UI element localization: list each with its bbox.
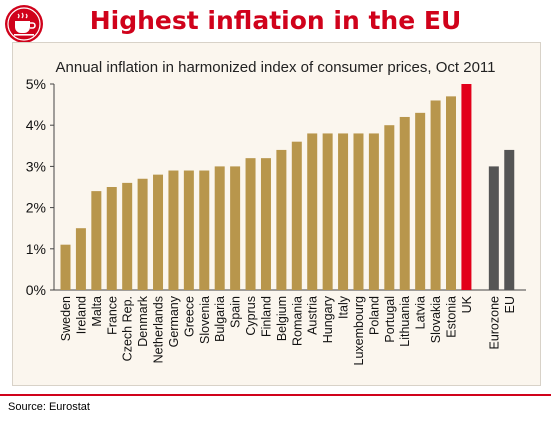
x-tick-label: Latvia bbox=[414, 296, 428, 329]
bar-bulgaria bbox=[214, 166, 225, 290]
x-tick-label: Luxembourg bbox=[352, 296, 366, 366]
bar-romania bbox=[291, 141, 302, 290]
bar-sweden bbox=[60, 244, 71, 290]
x-tick-label: Malta bbox=[90, 296, 104, 327]
x-tick-label: Portugal bbox=[383, 296, 397, 343]
y-tick-label: 0% bbox=[26, 282, 46, 298]
bar-spain bbox=[230, 166, 241, 290]
x-tick-label: Ireland bbox=[74, 296, 88, 334]
x-tick-label: Germany bbox=[167, 295, 181, 347]
x-tick-label: Hungary bbox=[321, 295, 335, 343]
page-title: Highest inflation in the EU bbox=[89, 6, 462, 35]
x-tick-label: Italy bbox=[337, 295, 351, 319]
x-tick-label: Greece bbox=[182, 296, 196, 337]
x-tick-label: Spain bbox=[229, 296, 243, 328]
x-tick-label: Slovakia bbox=[429, 296, 443, 343]
bar-malta bbox=[91, 191, 102, 290]
source-note: Source: Eurostat bbox=[8, 401, 90, 413]
x-tick-label: Poland bbox=[367, 296, 381, 335]
footer-divider bbox=[0, 394, 551, 396]
y-tick-label: 2% bbox=[26, 200, 46, 216]
bar-hungary bbox=[322, 133, 333, 290]
y-tick-label: 3% bbox=[26, 158, 46, 174]
x-tick-label: Eurozone bbox=[487, 296, 501, 350]
bar-austria bbox=[307, 133, 318, 290]
bar-greece bbox=[183, 170, 194, 290]
bar-finland bbox=[260, 158, 271, 290]
x-tick-label: Romania bbox=[290, 296, 304, 346]
x-tick-label: Lithuania bbox=[398, 296, 412, 347]
x-tick-label: Finland bbox=[259, 296, 273, 337]
bar-italy bbox=[338, 133, 349, 290]
x-tick-label: Netherlands bbox=[152, 296, 166, 363]
x-tick-label: Estonia bbox=[445, 296, 459, 338]
bar-eu bbox=[504, 149, 515, 290]
y-tick-label: 1% bbox=[26, 241, 46, 257]
x-tick-label: UK bbox=[460, 295, 474, 313]
bar-germany bbox=[168, 170, 179, 290]
y-tick-label: 5% bbox=[26, 76, 46, 92]
bar-portugal bbox=[384, 125, 395, 290]
bar-luxembourg bbox=[353, 133, 364, 290]
bar-slovakia bbox=[430, 100, 441, 290]
bar-netherlands bbox=[153, 174, 164, 290]
x-tick-label: Denmark bbox=[136, 295, 150, 346]
bar-belgium bbox=[276, 149, 287, 290]
bar-poland bbox=[368, 133, 379, 290]
bar-eurozone bbox=[488, 166, 499, 290]
bar-latvia bbox=[415, 112, 426, 290]
x-tick-label: France bbox=[105, 296, 119, 335]
x-tick-label: Austria bbox=[306, 296, 320, 335]
bar-czech-rep bbox=[122, 182, 133, 290]
x-tick-label: Belgium bbox=[275, 296, 289, 341]
coffee-cup-logo-icon bbox=[5, 5, 43, 43]
bar-uk bbox=[461, 84, 472, 290]
bar-estonia bbox=[446, 96, 456, 290]
bar-denmark bbox=[137, 178, 148, 290]
y-tick-label: 4% bbox=[26, 117, 46, 133]
bar-ireland bbox=[75, 228, 86, 290]
x-tick-label: Sweden bbox=[59, 296, 73, 341]
x-tick-label: Slovenia bbox=[198, 296, 212, 344]
bar-cyprus bbox=[245, 158, 256, 290]
bar-lithuania bbox=[399, 116, 410, 291]
x-tick-label: Cyprus bbox=[244, 296, 258, 336]
bar-slovenia bbox=[199, 170, 210, 290]
x-tick-label: EU bbox=[503, 296, 517, 313]
x-tick-label: Bulgaria bbox=[213, 296, 227, 342]
x-tick-label: Czech Rep. bbox=[121, 296, 135, 361]
chart-title: Annual inflation in harmonized index of … bbox=[55, 59, 496, 76]
bar-france bbox=[106, 187, 117, 290]
